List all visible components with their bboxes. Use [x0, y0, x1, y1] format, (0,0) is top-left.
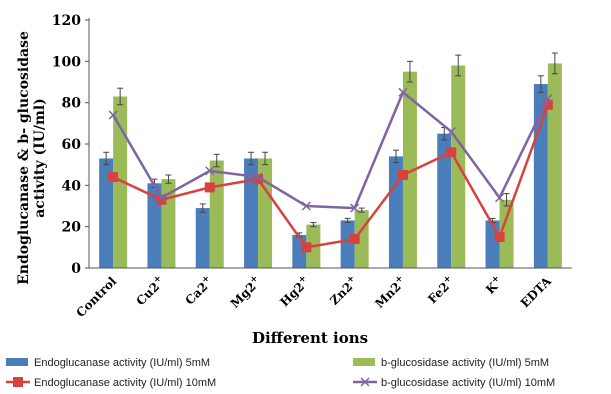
line-point [205, 166, 215, 176]
line-point [397, 170, 408, 180]
line-point [156, 194, 167, 205]
line-point [446, 127, 456, 137]
axes [88, 18, 572, 269]
y-axis-ticks: 0 20 40 60 80 100 120 [52, 13, 89, 277]
bar [244, 158, 259, 268]
legend-item: b-glucosidase activity (IU/ml) 10mM [353, 377, 555, 389]
line-point [349, 234, 360, 245]
legend-label: b-glucosidase activity (IU/ml) 5mM [381, 357, 549, 369]
bars [99, 63, 562, 269]
y-tick-label: 40 [62, 178, 82, 194]
x-axis-title: Different ions [252, 329, 368, 347]
legend-label: Endoglucanase activity (IU/ml) 10mM [34, 377, 216, 389]
y-axis-title-line2: activity (IU/ml) [32, 98, 48, 218]
bar [99, 158, 114, 268]
bar [195, 208, 210, 268]
x-tick-label: Mg2+ [227, 274, 264, 311]
y-tick-label: 60 [62, 137, 82, 153]
x-tick-label: EDTA [518, 274, 555, 311]
legend-marker [13, 377, 23, 387]
series-line [112, 104, 550, 249]
line-point [108, 172, 119, 183]
legend-swatch [6, 358, 28, 366]
series-line [112, 90, 549, 210]
line-point [253, 172, 263, 182]
x-tick-label: Fe2+ [425, 274, 458, 307]
bar [547, 63, 562, 269]
bar [388, 156, 403, 268]
line-point [301, 201, 311, 211]
y-tick-label: 20 [62, 220, 82, 236]
x-tick-label: Mn2+ [372, 274, 409, 311]
line-point [446, 147, 457, 158]
x-tick-label: Control [74, 274, 120, 320]
bar [402, 71, 417, 269]
line-point [156, 193, 166, 203]
bar [485, 220, 500, 268]
line-point [398, 87, 408, 97]
legend-label: Endoglucanase activity (IU/ml) 5mM [34, 357, 210, 369]
line-point [350, 203, 360, 213]
series-lines [108, 87, 553, 253]
y-axis-title-line1: Endoglucanase & b- glucosidase [16, 31, 32, 285]
line-point [108, 110, 118, 120]
line-point [494, 232, 505, 242]
x-tick-label: Hg2+ [277, 274, 313, 310]
legend-marker [360, 377, 370, 387]
y-tick-label: 120 [52, 13, 81, 29]
legend-item: Endoglucanase activity (IU/ml) 5mM [6, 357, 210, 369]
y-tick-label: 0 [71, 261, 81, 277]
y-tick-label: 100 [52, 54, 81, 70]
x-tick-label: Cu2+ [133, 274, 168, 309]
legend-item: b-glucosidase activity (IU/ml) 5mM [353, 357, 549, 369]
line-point [253, 174, 264, 185]
x-tick-label: Zn2+ [327, 274, 361, 308]
legend-label: b-glucosidase activity (IU/ml) 10mM [381, 377, 555, 389]
bar [113, 96, 128, 268]
legend: Endoglucanase activity (IU/ml) 5mM b-gluc… [6, 357, 555, 389]
line-point [542, 99, 553, 110]
bar [340, 220, 355, 268]
x-axis-categories: Control Cu2+ Ca2+ Mg2+ Hg2+ Zn2+ Mn2+ Fe2+ K+ EDT… [74, 274, 555, 320]
bar [437, 133, 452, 268]
line-point [204, 182, 215, 193]
legend-item: Endoglucanase activity (IU/ml) 10mM [6, 377, 216, 389]
bar [209, 160, 224, 268]
line-point [301, 242, 312, 253]
line-point [543, 94, 553, 104]
line-point [495, 193, 505, 203]
y-tick-label: 80 [62, 96, 82, 112]
bar [499, 199, 514, 268]
x-tick-label: Ca2+ [182, 274, 216, 308]
legend-swatch [353, 358, 375, 366]
x-tick-label: K+ [482, 274, 505, 297]
